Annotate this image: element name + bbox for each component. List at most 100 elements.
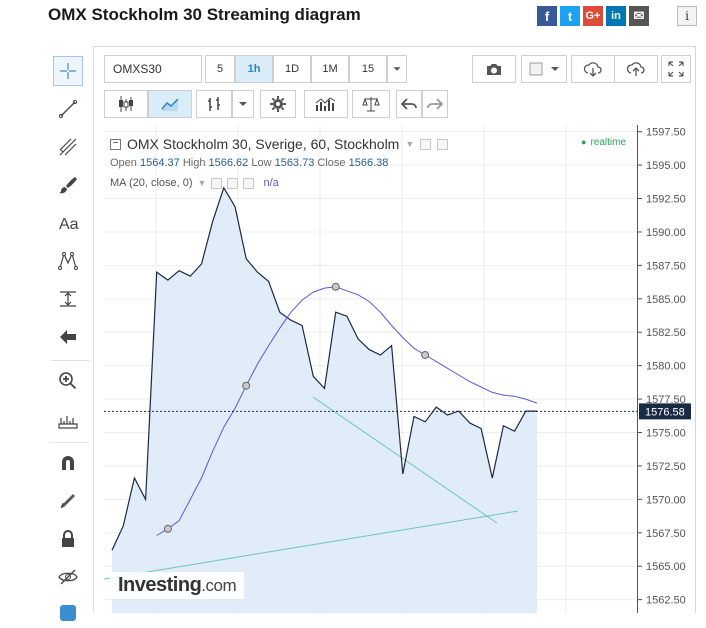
pitchfork-icon[interactable] <box>53 132 83 162</box>
close-label: Close <box>317 157 346 169</box>
bars-icon[interactable] <box>196 90 232 118</box>
text-tool-icon[interactable]: Aa <box>53 208 83 238</box>
y-tick-label: 1565.00 <box>646 561 686 573</box>
price-axis: 1597.50 1595.00 1592.50 1590.00 1587.50 1585.… <box>637 125 696 613</box>
compare-scales-icon[interactable] <box>352 90 390 118</box>
y-tick-label: 1570.00 <box>646 494 686 506</box>
price-chart-plot[interactable] <box>104 125 637 613</box>
twitter-icon[interactable]: t <box>560 6 580 26</box>
logo-suffix: .com <box>201 576 237 595</box>
y-tick-label: 1562.50 <box>646 595 686 607</box>
logo-main: Investing <box>118 574 202 596</box>
interval-dropdown-icon[interactable] <box>387 55 407 83</box>
legend-eye-icon[interactable] <box>420 138 432 150</box>
y-tick-label: 1580.00 <box>646 361 686 373</box>
ma-handles <box>163 282 430 533</box>
ma-handle-point <box>331 282 340 291</box>
trendline-2 <box>104 510 519 580</box>
redo-icon[interactable] <box>422 90 448 118</box>
ohlc-legend: Open 1564.37 High 1566.62 Low 1563.73 Cl… <box>110 157 388 169</box>
price-line <box>111 186 537 551</box>
y-tick-label: 1590.00 <box>646 227 686 239</box>
price-axis-ticks: 1597.50 1595.00 1592.50 1590.00 1587.50 1585.… <box>638 127 691 607</box>
ma-handle-point <box>421 350 430 359</box>
symbol-input[interactable]: OMXS30 <box>104 55 202 83</box>
y-tick-label: 1597.50 <box>646 127 686 139</box>
crosshair-icon[interactable] <box>53 56 83 86</box>
fullscreen-icon[interactable] <box>661 55 691 83</box>
cloud-download-icon[interactable] <box>571 55 615 83</box>
magnet-icon[interactable] <box>53 448 83 478</box>
trash-icon[interactable] <box>53 598 83 628</box>
ma-close-icon[interactable] <box>243 177 255 189</box>
settings-gear-icon[interactable] <box>260 90 296 118</box>
camera-icon[interactable] <box>472 55 516 83</box>
low-value: 1563.73 <box>274 157 315 169</box>
pattern-icon[interactable] <box>53 246 83 276</box>
back-arrow-icon[interactable] <box>53 322 83 352</box>
mail-icon[interactable]: ✉ <box>629 6 649 26</box>
lock-icon[interactable] <box>53 524 83 554</box>
y-tick-label: 1577.50 <box>646 394 686 406</box>
page-title: OMX Stockholm 30 Streaming diagram <box>48 5 361 24</box>
y-tick-label: 1582.50 <box>646 327 686 339</box>
ma-value: n/a <box>263 177 279 189</box>
interval-1d[interactable]: 1D <box>273 55 311 83</box>
last-price-tag <box>639 403 691 420</box>
close-value: 1566.38 <box>348 157 389 169</box>
legend-settings-icon[interactable] <box>437 138 449 150</box>
toolbar-divider <box>50 360 90 361</box>
y-tick-label: 1587.50 <box>646 260 686 272</box>
legend-dropdown-icon[interactable]: ▼ <box>405 139 415 149</box>
info-icon[interactable]: i <box>677 6 697 26</box>
ma-label: MA (20, close, 0) <box>110 177 193 189</box>
cloud-upload-icon[interactable] <box>614 55 658 83</box>
svg-text:Aa: Aa <box>59 216 79 233</box>
realtime-indicator: realtime <box>581 137 626 148</box>
collapse-icon[interactable]: − <box>110 138 121 150</box>
drawing-toolbar: Aa <box>46 46 94 621</box>
google-plus-icon[interactable]: G+ <box>583 6 603 26</box>
ma-dropdown-icon[interactable]: ▼ <box>197 178 207 188</box>
linkedin-icon[interactable]: in <box>606 6 626 26</box>
brush-icon[interactable] <box>53 170 83 200</box>
y-tick-label: 1595.00 <box>646 160 686 172</box>
legend-title: OMX Stockholm 30, Sverige, 60, Stockholm <box>127 136 400 152</box>
y-tick-label: 1567.50 <box>646 528 686 540</box>
open-value: 1564.37 <box>139 157 180 169</box>
low-label: Low <box>251 157 272 169</box>
legend-title-row: − OMX Stockholm 30, Sverige, 60, Stockho… <box>110 136 449 152</box>
share-bar: f t G+ in ✉ <box>537 6 649 26</box>
ruler-icon[interactable] <box>53 404 83 434</box>
facebook-icon[interactable]: f <box>537 6 557 26</box>
ma-handle-point <box>242 381 251 390</box>
undo-icon[interactable] <box>396 90 422 118</box>
measure-icon[interactable] <box>53 284 83 314</box>
interval-1m[interactable]: 1M <box>311 55 349 83</box>
interval-5[interactable]: 5 <box>205 55 235 83</box>
chart-type-dropdown-icon[interactable] <box>232 90 254 118</box>
indicators-icon[interactable] <box>304 90 348 118</box>
price-area <box>112 187 537 613</box>
candlestick-icon[interactable] <box>104 90 148 118</box>
color-picker-button[interactable] <box>521 55 567 83</box>
interval-15[interactable]: 15 <box>349 55 387 83</box>
ma-settings-icon[interactable] <box>227 177 239 189</box>
ma-handle-point <box>163 524 172 533</box>
y-tick-label: 1575.00 <box>646 428 686 440</box>
eye-hidden-icon[interactable] <box>53 562 83 592</box>
y-tick-label: 1585.00 <box>646 294 686 306</box>
ma-legend: MA (20, close, 0) ▼ n/a <box>110 177 279 189</box>
last-price-label: 1576.58 <box>645 406 685 418</box>
ma-eye-icon[interactable] <box>211 177 223 189</box>
high-value: 1566.62 <box>208 157 249 169</box>
trendline-icon[interactable] <box>53 94 83 124</box>
interval-1h[interactable]: 1h <box>235 55 273 83</box>
area-chart-icon[interactable] <box>148 90 192 118</box>
pencil-lock-icon[interactable] <box>53 486 83 516</box>
investing-logo: Investing.com <box>110 572 245 599</box>
open-label: Open <box>110 157 137 169</box>
zoom-in-icon[interactable] <box>53 366 83 396</box>
ma-line <box>156 286 538 536</box>
y-tick-label: 1572.50 <box>646 461 686 473</box>
